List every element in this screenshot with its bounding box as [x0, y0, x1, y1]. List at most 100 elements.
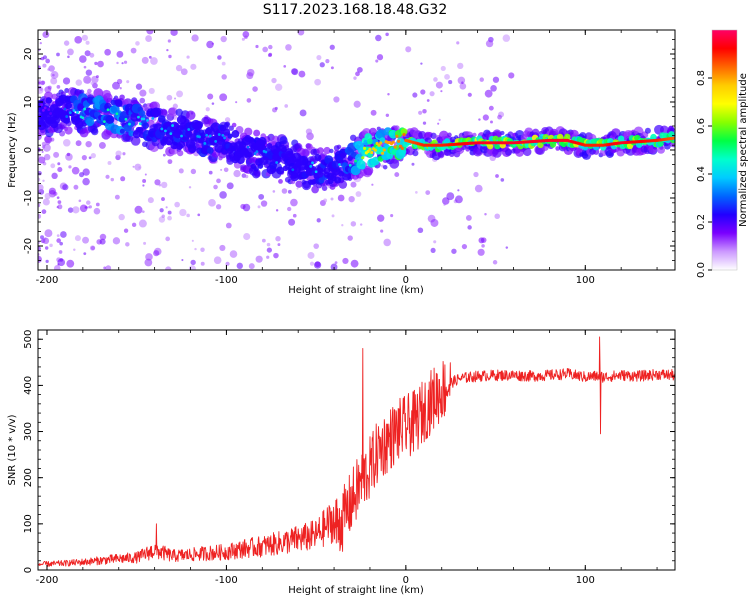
noise-blob — [341, 224, 344, 227]
noise-blob — [275, 235, 281, 242]
noise-blob — [200, 247, 205, 252]
core-blob — [193, 121, 203, 131]
noise-blob — [375, 34, 382, 42]
noise-blob — [329, 44, 335, 50]
core-blob — [257, 136, 267, 146]
core-blob — [74, 120, 84, 129]
noise-blob — [75, 140, 82, 147]
halo-blob — [670, 127, 675, 132]
noise-blob — [494, 213, 500, 220]
y-tick-label: -20 — [23, 238, 34, 254]
halo-blob — [91, 127, 99, 136]
noise-blob — [492, 76, 500, 83]
noise-blob — [244, 174, 249, 179]
peak-blob — [377, 143, 381, 147]
noise-blob — [258, 193, 265, 200]
core-blob — [227, 133, 233, 139]
noise-blob — [330, 263, 338, 270]
noise-blob — [107, 160, 112, 165]
noise-blob — [116, 50, 124, 58]
halo-blob — [505, 148, 513, 156]
noise-blob — [160, 181, 168, 189]
noise-blob — [190, 259, 196, 266]
core-blob — [142, 122, 149, 129]
noise-blob — [375, 59, 379, 63]
noise-blob — [48, 187, 56, 195]
noise-blob — [41, 80, 46, 85]
noise-blob — [167, 210, 172, 215]
core-blob — [65, 102, 72, 110]
noise-blob — [66, 152, 71, 157]
noise-blob — [79, 55, 87, 63]
peak-blob — [203, 142, 207, 145]
noise-blob — [56, 85, 61, 89]
noise-blob — [57, 258, 66, 267]
noise-blob — [42, 237, 50, 245]
noise-blob — [430, 218, 439, 227]
noise-blob — [484, 89, 493, 98]
noise-blob — [122, 152, 126, 156]
core-blob — [366, 138, 374, 145]
noise-blob — [139, 89, 147, 97]
noise-blob — [142, 210, 145, 213]
peak-blob — [400, 146, 404, 150]
noise-blob — [175, 64, 183, 72]
noise-blob — [446, 192, 455, 201]
noise-blob — [132, 165, 135, 168]
peak-blob — [128, 122, 131, 126]
noise-blob — [85, 69, 93, 76]
x-tick-label: 100 — [576, 275, 595, 286]
noise-blob — [159, 208, 164, 213]
peak-blob — [83, 107, 87, 111]
noise-blob — [261, 238, 266, 243]
noise-blob — [429, 91, 435, 97]
noise-blob — [147, 197, 154, 204]
x-tick-label: -200 — [36, 575, 59, 586]
noise-blob — [455, 195, 463, 204]
noise-blob — [459, 82, 467, 90]
noise-blob — [257, 205, 261, 209]
peak-blob — [171, 124, 174, 127]
noise-blob — [42, 63, 47, 68]
noise-blob — [433, 77, 438, 82]
y-tick-label: 20 — [23, 48, 34, 61]
peak-blob — [223, 136, 227, 140]
noise-blob — [83, 65, 87, 69]
noise-blob — [39, 42, 42, 45]
core-blob — [276, 166, 285, 175]
noise-blob — [275, 209, 279, 212]
noise-blob — [40, 56, 45, 61]
noise-blob — [220, 168, 223, 171]
core-blob — [257, 163, 264, 169]
noise-blob — [191, 34, 199, 42]
noise-blob — [104, 48, 111, 56]
noise-blob — [490, 85, 497, 92]
noise-blob — [81, 155, 87, 161]
core-blob — [135, 116, 142, 122]
halo-blob — [130, 136, 141, 146]
halo-blob — [664, 142, 671, 150]
snr-y-ticks: 0 100 200 300 400 500 — [23, 329, 675, 573]
noise-blob — [314, 78, 321, 86]
peak-blob — [338, 163, 341, 166]
y-tick-label: 100 — [23, 514, 34, 533]
noise-blob — [167, 215, 172, 221]
peak-blob — [76, 111, 79, 114]
peak-blob — [43, 106, 47, 110]
peak-blob — [65, 115, 69, 118]
peak-blob — [214, 140, 218, 143]
noise-blob — [125, 242, 130, 247]
noise-blob — [433, 240, 437, 244]
noise-blob — [144, 258, 153, 267]
noise-blob — [121, 62, 124, 65]
noise-blob — [348, 195, 355, 203]
noise-blob — [355, 191, 362, 197]
figure-title: S117.2023.168.18.48.G32 — [263, 2, 448, 18]
halo-blob — [248, 156, 255, 164]
noise-blob — [194, 247, 197, 251]
noise-blob — [110, 177, 115, 182]
noise-blob — [448, 80, 453, 85]
peak-blob — [106, 108, 110, 112]
noise-blob — [86, 200, 91, 205]
noise-blob — [273, 252, 279, 259]
